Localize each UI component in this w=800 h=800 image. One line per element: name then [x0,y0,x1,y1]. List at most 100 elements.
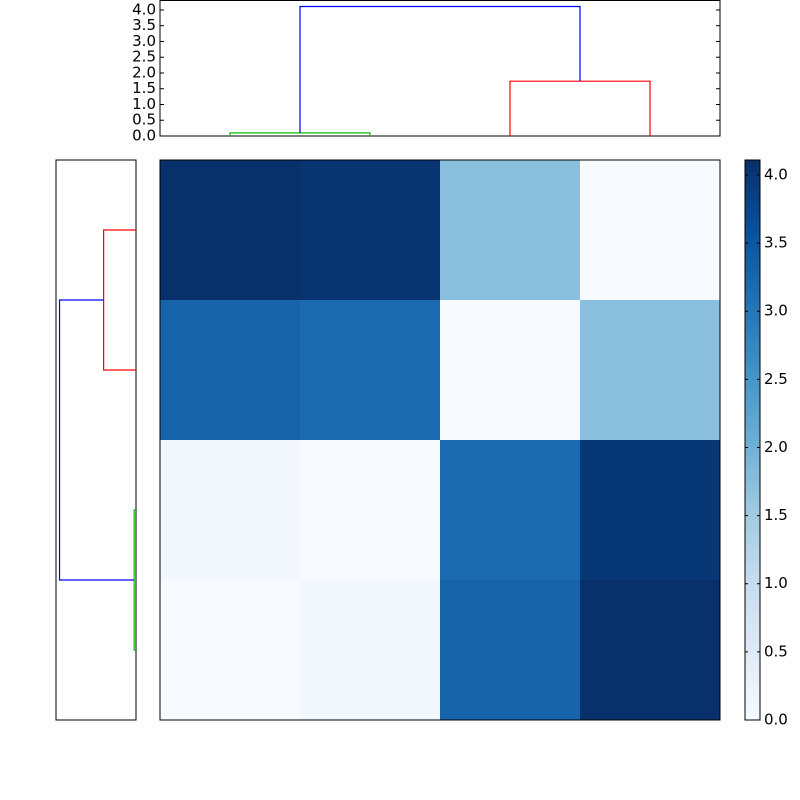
colorbar-segment [745,232,760,237]
colorbar-segment [745,200,760,205]
colorbar-segment [745,228,760,233]
colorbar-segment [745,316,760,321]
colorbar-segment [745,356,760,361]
colorbar-segment [745,256,760,261]
axes-frame [159,159,721,721]
colorbar-tick-label: 1.0 [764,574,788,592]
colorbar-segment [745,276,760,281]
colorbar-segment [745,628,760,633]
colorbar-segment [745,560,760,565]
colorbar-segment [745,176,760,181]
colorbar-tick-label: 4.0 [764,165,788,183]
y-tick-label: 1.5 [132,79,156,97]
colorbar-segment [745,336,760,341]
colorbar-segment [745,160,760,165]
colorbar-segment [745,516,760,521]
axes-frame [744,159,761,721]
colorbar-segment [745,372,760,377]
colorbar-segment [745,364,760,369]
colorbar-segment [745,180,760,185]
colorbar-segment [745,192,760,197]
colorbar-segment [745,240,760,245]
colorbar-segment [745,412,760,417]
colorbar-segment [745,476,760,481]
dendrogram-link [299,5,581,133]
colorbar-segment [745,708,760,713]
colorbar-segment [745,376,760,381]
colorbar-segment [745,576,760,581]
y-tick-label: 0.5 [132,111,156,129]
colorbar-segment [745,464,760,469]
colorbar-segment [745,244,760,249]
colorbar-segment [745,324,760,329]
colorbar-segment [745,532,760,537]
dendrogram-link [58,299,135,581]
heatmap-cell [580,440,721,581]
colorbar-segment [745,196,760,201]
colorbar-segment [745,472,760,477]
colorbar-segment [745,496,760,501]
colorbar-segment [745,548,760,553]
colorbar-segment [745,512,760,517]
colorbar-segment [745,392,760,397]
colorbar-segment [745,572,760,577]
y-tick-label: 4.0 [132,0,156,18]
colorbar-segment [745,304,760,309]
colorbar-segment [745,252,760,257]
colorbar-segment [745,656,760,661]
colorbar-segment [745,436,760,441]
colorbar-segment [745,424,760,429]
colorbar-segment [745,368,760,373]
colorbar-segment [745,672,760,677]
colorbar-segment [745,692,760,697]
colorbar-segment [745,224,760,229]
colorbar-segment [745,644,760,649]
colorbar-segment [745,604,760,609]
colorbar-segment [745,332,760,337]
heatmap-cell [440,580,581,721]
colorbar-segment [745,480,760,485]
colorbar-segment [745,460,760,465]
colorbar-segment [745,288,760,293]
colorbar-segment [745,264,760,269]
heatmap-cell [300,440,441,581]
colorbar-segment [745,220,760,225]
colorbar-tick-label: 3.0 [764,302,788,320]
colorbar-segment [745,668,760,673]
colorbar-segment [745,716,760,721]
colorbar-segment [745,360,760,365]
colorbar-segment [745,216,760,221]
colorbar-segment [745,456,760,461]
colorbar-segment [745,620,760,625]
colorbar-segment [745,248,760,253]
colorbar-segment [745,484,760,489]
y-tick-label: 0.0 [132,127,156,145]
colorbar-segment [745,428,760,433]
heatmap-cell [440,300,581,441]
heatmap-cell [300,300,441,441]
colorbar-segment [745,352,760,357]
colorbar-segment [745,608,760,613]
colorbar-segment [745,612,760,617]
heatmap-cell [580,160,721,301]
colorbar-segment [745,416,760,421]
colorbar-segment [745,520,760,525]
colorbar-tick-label: 2.0 [764,438,788,456]
colorbar-segment [745,440,760,445]
heatmap-cell [440,440,581,581]
colorbar-segment [745,552,760,557]
colorbar-segment [745,388,760,393]
heatmap-cell [440,160,581,301]
colorbar-segment [745,676,760,681]
colorbar-segment [745,348,760,353]
colorbar-segment [745,400,760,405]
colorbar-segment [745,384,760,389]
heatmap-cell [300,160,441,301]
y-tick-label: 3.5 [132,16,156,34]
heatmap-cell [580,300,721,441]
colorbar-segment [745,648,760,653]
colorbar-segment [745,700,760,705]
colorbar-segment [745,540,760,545]
heatmap-cell [160,440,301,581]
